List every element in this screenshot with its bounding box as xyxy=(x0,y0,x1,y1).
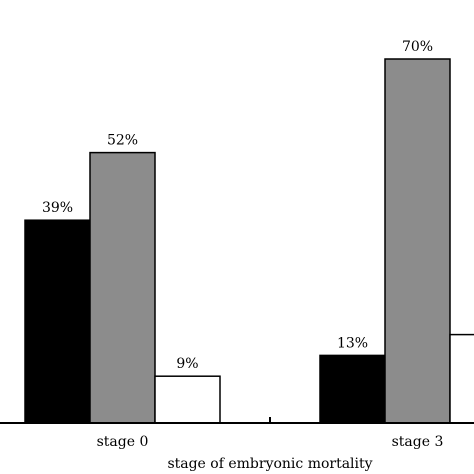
bar-stage-0-1 xyxy=(89,151,156,424)
bar-stage-3-0 xyxy=(319,354,386,424)
bar-stage-3-1 xyxy=(384,58,451,424)
data-label: 70% xyxy=(402,39,433,55)
data-label: 9% xyxy=(176,356,198,372)
data-label: 39% xyxy=(42,200,73,216)
data-label: 13% xyxy=(337,335,368,351)
category-label: stage 0 xyxy=(97,434,149,450)
x-axis-title: stage of embryonic mortality xyxy=(167,456,372,472)
bar-stage-3-2 xyxy=(449,333,474,424)
data-label: 52% xyxy=(107,133,138,149)
bars-layer xyxy=(24,58,474,424)
labels-layer: 39% 52% 9% stage 0 13% 70% stage 3 xyxy=(42,39,443,450)
category-label: stage 3 xyxy=(392,434,444,450)
bar-stage-0-0 xyxy=(24,219,91,424)
bar-stage-0-2 xyxy=(154,375,221,424)
